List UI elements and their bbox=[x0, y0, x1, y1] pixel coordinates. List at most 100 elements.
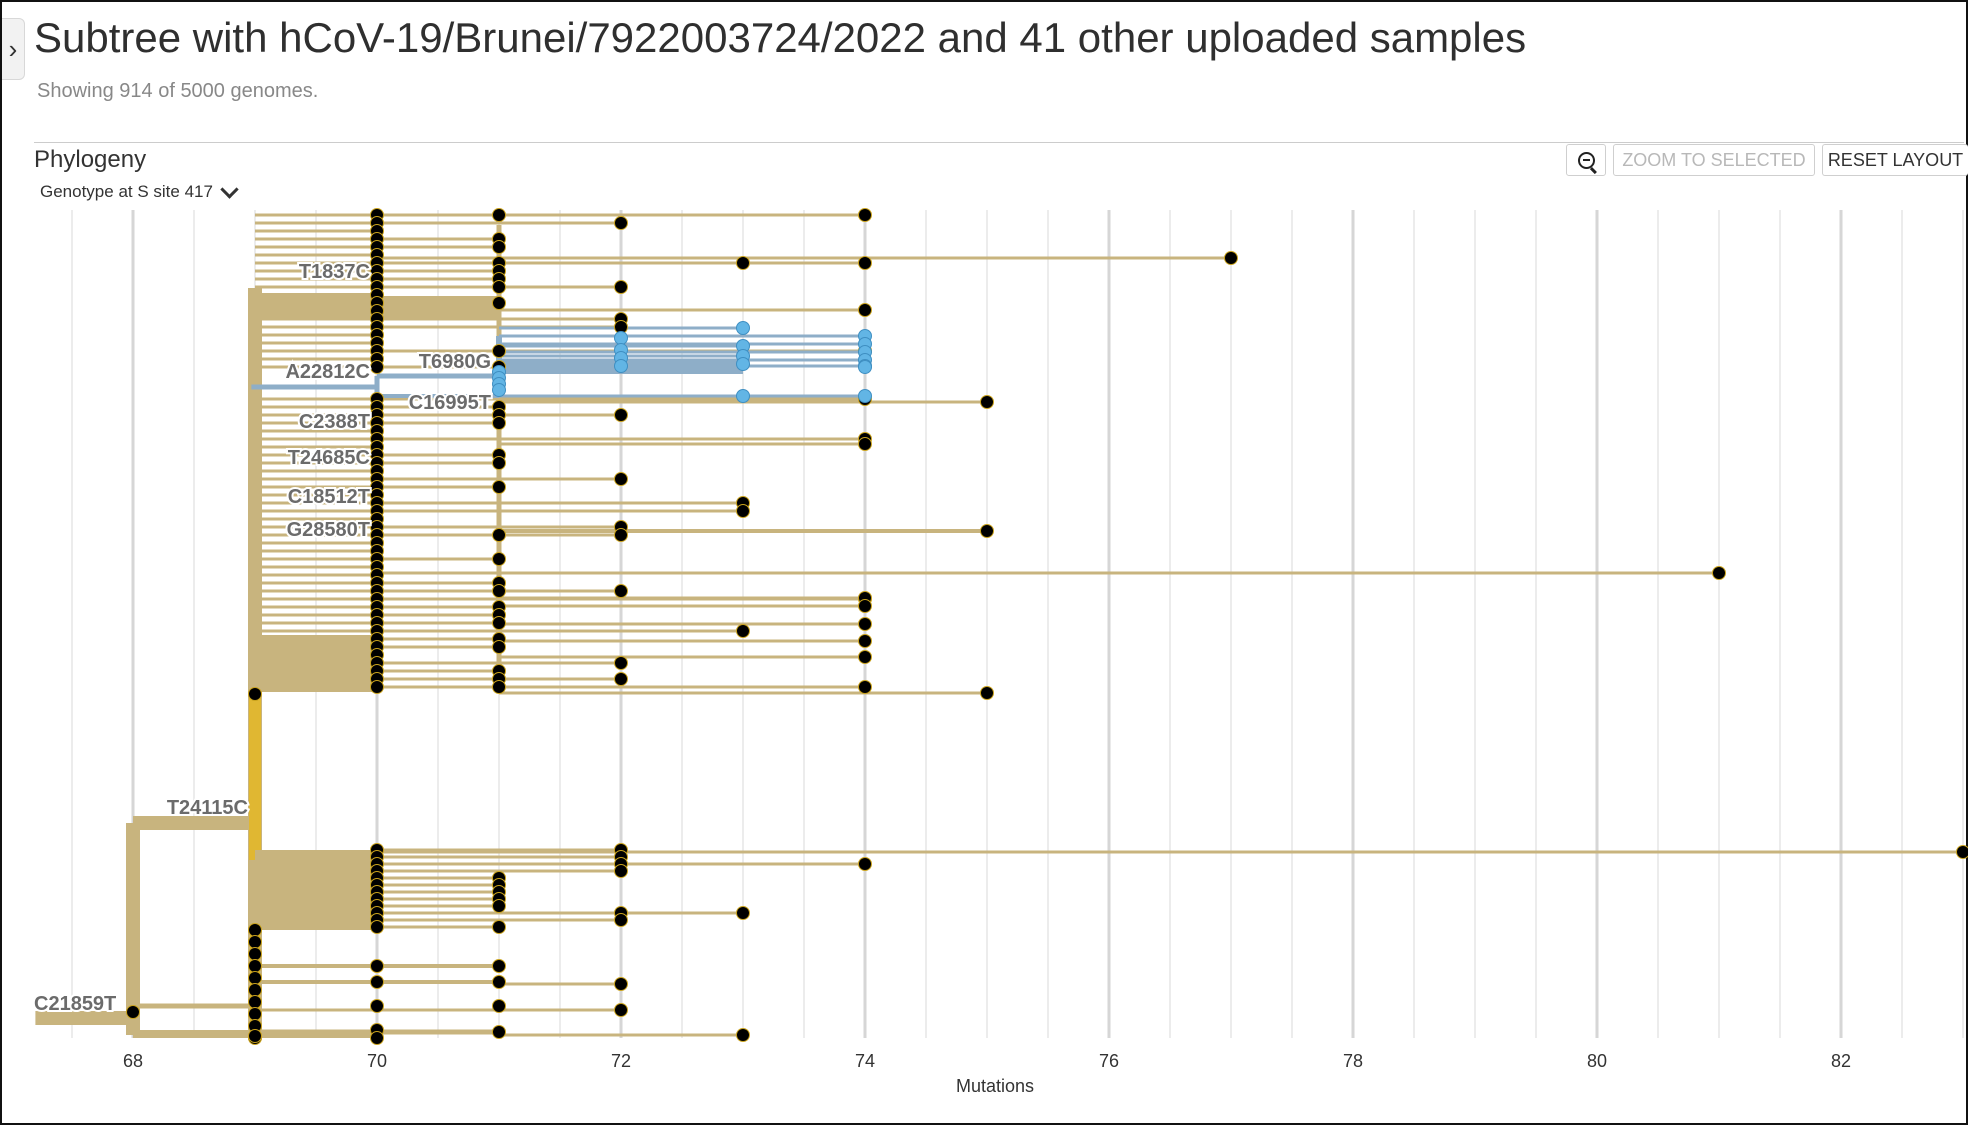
tip-node[interactable] bbox=[736, 256, 750, 270]
tip-node[interactable] bbox=[614, 1003, 628, 1017]
tip-node[interactable] bbox=[614, 672, 628, 686]
tip-node-blue[interactable] bbox=[736, 389, 750, 403]
tip-node[interactable] bbox=[370, 920, 384, 934]
tip-node-blue[interactable] bbox=[858, 360, 872, 374]
tip-node[interactable] bbox=[614, 977, 628, 991]
tip-node[interactable] bbox=[614, 913, 628, 927]
x-tick-label: 74 bbox=[855, 1051, 875, 1071]
tip-node[interactable] bbox=[492, 1025, 506, 1039]
tip-node[interactable] bbox=[614, 864, 628, 878]
tip-node[interactable] bbox=[1956, 845, 1968, 859]
tip-node[interactable] bbox=[858, 208, 872, 222]
tip-node[interactable] bbox=[736, 1028, 750, 1042]
tip-node[interactable] bbox=[736, 906, 750, 920]
x-tick-label: 82 bbox=[1831, 1051, 1851, 1071]
mutation-label: C16995T bbox=[409, 392, 491, 414]
tip-node[interactable] bbox=[492, 480, 506, 494]
tip-node[interactable] bbox=[858, 617, 872, 631]
x-tick-label: 80 bbox=[1587, 1051, 1607, 1071]
tip-layer[interactable] bbox=[126, 208, 1968, 1045]
sidebar-toggle-button[interactable]: › bbox=[2, 18, 25, 80]
tip-node[interactable] bbox=[248, 687, 262, 701]
tip-node[interactable] bbox=[126, 1005, 140, 1019]
tip-node[interactable] bbox=[492, 899, 506, 913]
tip-node[interactable] bbox=[492, 456, 506, 470]
tip-node-blue[interactable] bbox=[736, 357, 750, 371]
tip-node[interactable] bbox=[614, 472, 628, 486]
x-tick-label: 72 bbox=[611, 1051, 631, 1071]
tip-node[interactable] bbox=[1712, 566, 1726, 580]
tip-node[interactable] bbox=[980, 524, 994, 538]
tip-node[interactable] bbox=[614, 584, 628, 598]
tip-node[interactable] bbox=[492, 999, 506, 1013]
tip-node[interactable] bbox=[370, 999, 384, 1013]
tip-node[interactable] bbox=[614, 656, 628, 670]
tip-node[interactable] bbox=[736, 504, 750, 518]
color-by-dropdown[interactable]: Genotype at S site 417 bbox=[40, 179, 239, 202]
mutation-label: A22812C bbox=[285, 361, 370, 383]
tip-node[interactable] bbox=[858, 650, 872, 664]
reset-layout-button[interactable]: RESET LAYOUT bbox=[1822, 144, 1968, 176]
tip-node[interactable] bbox=[370, 1031, 384, 1045]
mutation-label: C2388T bbox=[299, 411, 370, 433]
tip-node[interactable] bbox=[248, 947, 262, 961]
zoom-button[interactable] bbox=[1566, 144, 1606, 176]
tip-node[interactable] bbox=[492, 552, 506, 566]
tip-node[interactable] bbox=[492, 240, 506, 254]
tip-node-blue[interactable] bbox=[614, 359, 628, 373]
tip-node[interactable] bbox=[858, 303, 872, 317]
tip-node[interactable] bbox=[492, 680, 506, 694]
tip-node[interactable] bbox=[370, 680, 384, 694]
tip-node[interactable] bbox=[858, 437, 872, 451]
color-by-value: Genotype at S site 417 bbox=[40, 182, 213, 201]
tip-node[interactable] bbox=[492, 640, 506, 654]
tip-node[interactable] bbox=[248, 971, 262, 985]
tip-node-blue[interactable] bbox=[492, 383, 506, 397]
tip-node[interactable] bbox=[370, 360, 384, 374]
tip-node[interactable] bbox=[980, 395, 994, 409]
tip-node[interactable] bbox=[248, 959, 262, 973]
tip-node[interactable] bbox=[248, 1007, 262, 1021]
tip-node[interactable] bbox=[1224, 251, 1238, 265]
dense-branch-band bbox=[255, 850, 377, 930]
tip-node[interactable] bbox=[370, 959, 384, 973]
tip-node[interactable] bbox=[614, 280, 628, 294]
x-tick-label: 68 bbox=[123, 1051, 143, 1071]
tip-node[interactable] bbox=[492, 296, 506, 310]
tip-node-blue[interactable] bbox=[736, 321, 750, 335]
tip-node-blue[interactable] bbox=[858, 389, 872, 403]
tip-node[interactable] bbox=[248, 995, 262, 1009]
zoom-to-selected-button[interactable]: ZOOM TO SELECTED bbox=[1613, 144, 1815, 176]
tip-node[interactable] bbox=[614, 528, 628, 542]
tip-node[interactable] bbox=[858, 256, 872, 270]
tip-node[interactable] bbox=[492, 280, 506, 294]
tip-node[interactable] bbox=[492, 920, 506, 934]
tip-node[interactable] bbox=[858, 599, 872, 613]
tip-node-blue[interactable] bbox=[614, 331, 628, 345]
tip-node[interactable] bbox=[248, 1029, 262, 1043]
tip-node[interactable] bbox=[248, 923, 262, 937]
tip-node[interactable] bbox=[858, 634, 872, 648]
tip-node[interactable] bbox=[614, 408, 628, 422]
tip-node[interactable] bbox=[492, 528, 506, 542]
tip-node[interactable] bbox=[492, 584, 506, 598]
tip-node[interactable] bbox=[248, 983, 262, 997]
tip-node[interactable] bbox=[492, 416, 506, 430]
tip-node[interactable] bbox=[858, 680, 872, 694]
tip-node[interactable] bbox=[492, 344, 506, 358]
mutation-label: T24115C bbox=[167, 797, 248, 819]
tip-node[interactable] bbox=[858, 857, 872, 871]
tip-node[interactable] bbox=[492, 975, 506, 989]
x-axis-ticks: 68 70 72 74 76 78 80 82 bbox=[123, 1051, 1851, 1071]
tip-node[interactable] bbox=[492, 616, 506, 630]
tip-node[interactable] bbox=[370, 975, 384, 989]
tip-node[interactable] bbox=[736, 624, 750, 638]
tip-node[interactable] bbox=[492, 959, 506, 973]
tip-node[interactable] bbox=[248, 935, 262, 949]
tip-node[interactable] bbox=[614, 216, 628, 230]
tip-node[interactable] bbox=[492, 208, 506, 222]
page-title: Subtree with hCoV-19/Brunei/7922003724/2… bbox=[34, 14, 1527, 61]
mutation-label: T1837C bbox=[299, 261, 370, 283]
tip-node[interactable] bbox=[980, 686, 994, 700]
